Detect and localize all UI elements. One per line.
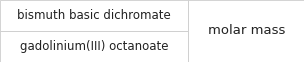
Text: molar mass: molar mass bbox=[208, 24, 285, 38]
Bar bbox=[188, 0, 304, 62]
Bar bbox=[0, 31, 188, 62]
Text: bismuth basic dichromate: bismuth basic dichromate bbox=[17, 9, 171, 22]
Bar bbox=[0, 0, 188, 31]
Text: gadolinium(III) octanoate: gadolinium(III) octanoate bbox=[20, 40, 168, 53]
